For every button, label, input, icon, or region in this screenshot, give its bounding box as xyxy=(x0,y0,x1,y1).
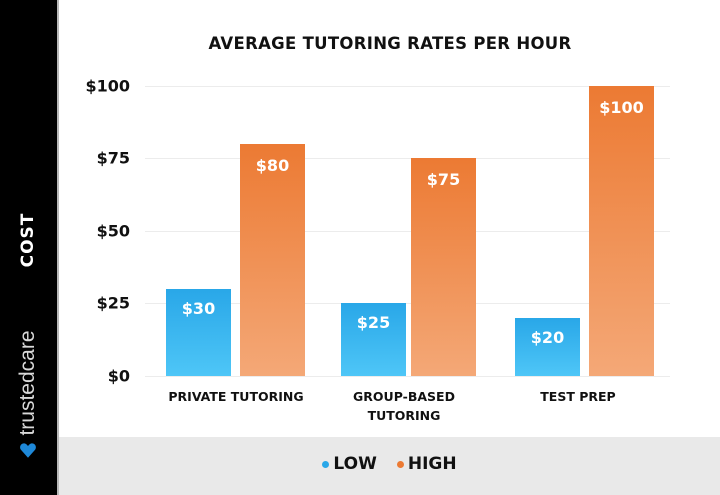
legend-label: HIGH xyxy=(407,454,457,474)
sidebar: COST trustedcare xyxy=(0,0,59,495)
bar-value-label: $75 xyxy=(426,170,461,189)
bar-group-low: $25 xyxy=(341,303,406,376)
bar-value-label: $20 xyxy=(530,328,565,347)
brand-name: trustedcare xyxy=(16,330,39,436)
gridline-50 xyxy=(145,231,670,232)
x-label-text: GROUP-BASED xyxy=(353,389,455,404)
gridline-100 xyxy=(145,86,670,87)
x-label-text: TEST PREP xyxy=(540,389,616,404)
gridline-75 xyxy=(145,158,670,159)
y-tick-25: $25 xyxy=(96,293,130,313)
bar-value-label: $30 xyxy=(181,299,216,318)
bar-testprep-high: $100 xyxy=(589,86,654,376)
y-tick-75: $75 xyxy=(96,148,130,168)
legend: LOW HIGH xyxy=(59,454,720,474)
dot-icon xyxy=(322,460,330,468)
y-tick-0: $0 xyxy=(107,366,130,386)
legend-item-high: HIGH xyxy=(396,454,457,474)
x-label-group-based-tutoring: GROUP-BASED TUTORING xyxy=(324,387,484,425)
y-tick-100: $100 xyxy=(85,76,130,96)
bar-value-label: $25 xyxy=(356,313,391,332)
x-label-text: TUTORING xyxy=(367,408,441,423)
x-label-test-prep: TEST PREP xyxy=(498,387,658,406)
bar-group-high: $75 xyxy=(411,158,476,376)
chart-title: AVERAGE TUTORING RATES PER HOUR xyxy=(208,34,572,53)
y-axis-title: COST xyxy=(18,212,38,268)
legend-bar: LOW HIGH xyxy=(59,437,720,495)
bar-value-label: $100 xyxy=(599,98,644,117)
bar-private-high: $80 xyxy=(240,144,305,376)
brand-logo: trustedcare xyxy=(16,330,40,459)
x-label-text: PRIVATE TUTORING xyxy=(168,389,304,404)
legend-label: LOW xyxy=(333,454,377,474)
bar-testprep-low: $20 xyxy=(515,318,580,376)
x-label-private-tutoring: PRIVATE TUTORING xyxy=(156,387,316,406)
legend-item-low: LOW xyxy=(322,454,377,474)
dot-icon xyxy=(396,460,404,468)
gridline-25 xyxy=(145,303,670,304)
gridline-0 xyxy=(145,376,670,377)
bar-value-label: $80 xyxy=(255,156,290,175)
heart-icon xyxy=(20,443,36,458)
bar-private-low: $30 xyxy=(166,289,231,376)
y-tick-50: $50 xyxy=(96,221,130,241)
